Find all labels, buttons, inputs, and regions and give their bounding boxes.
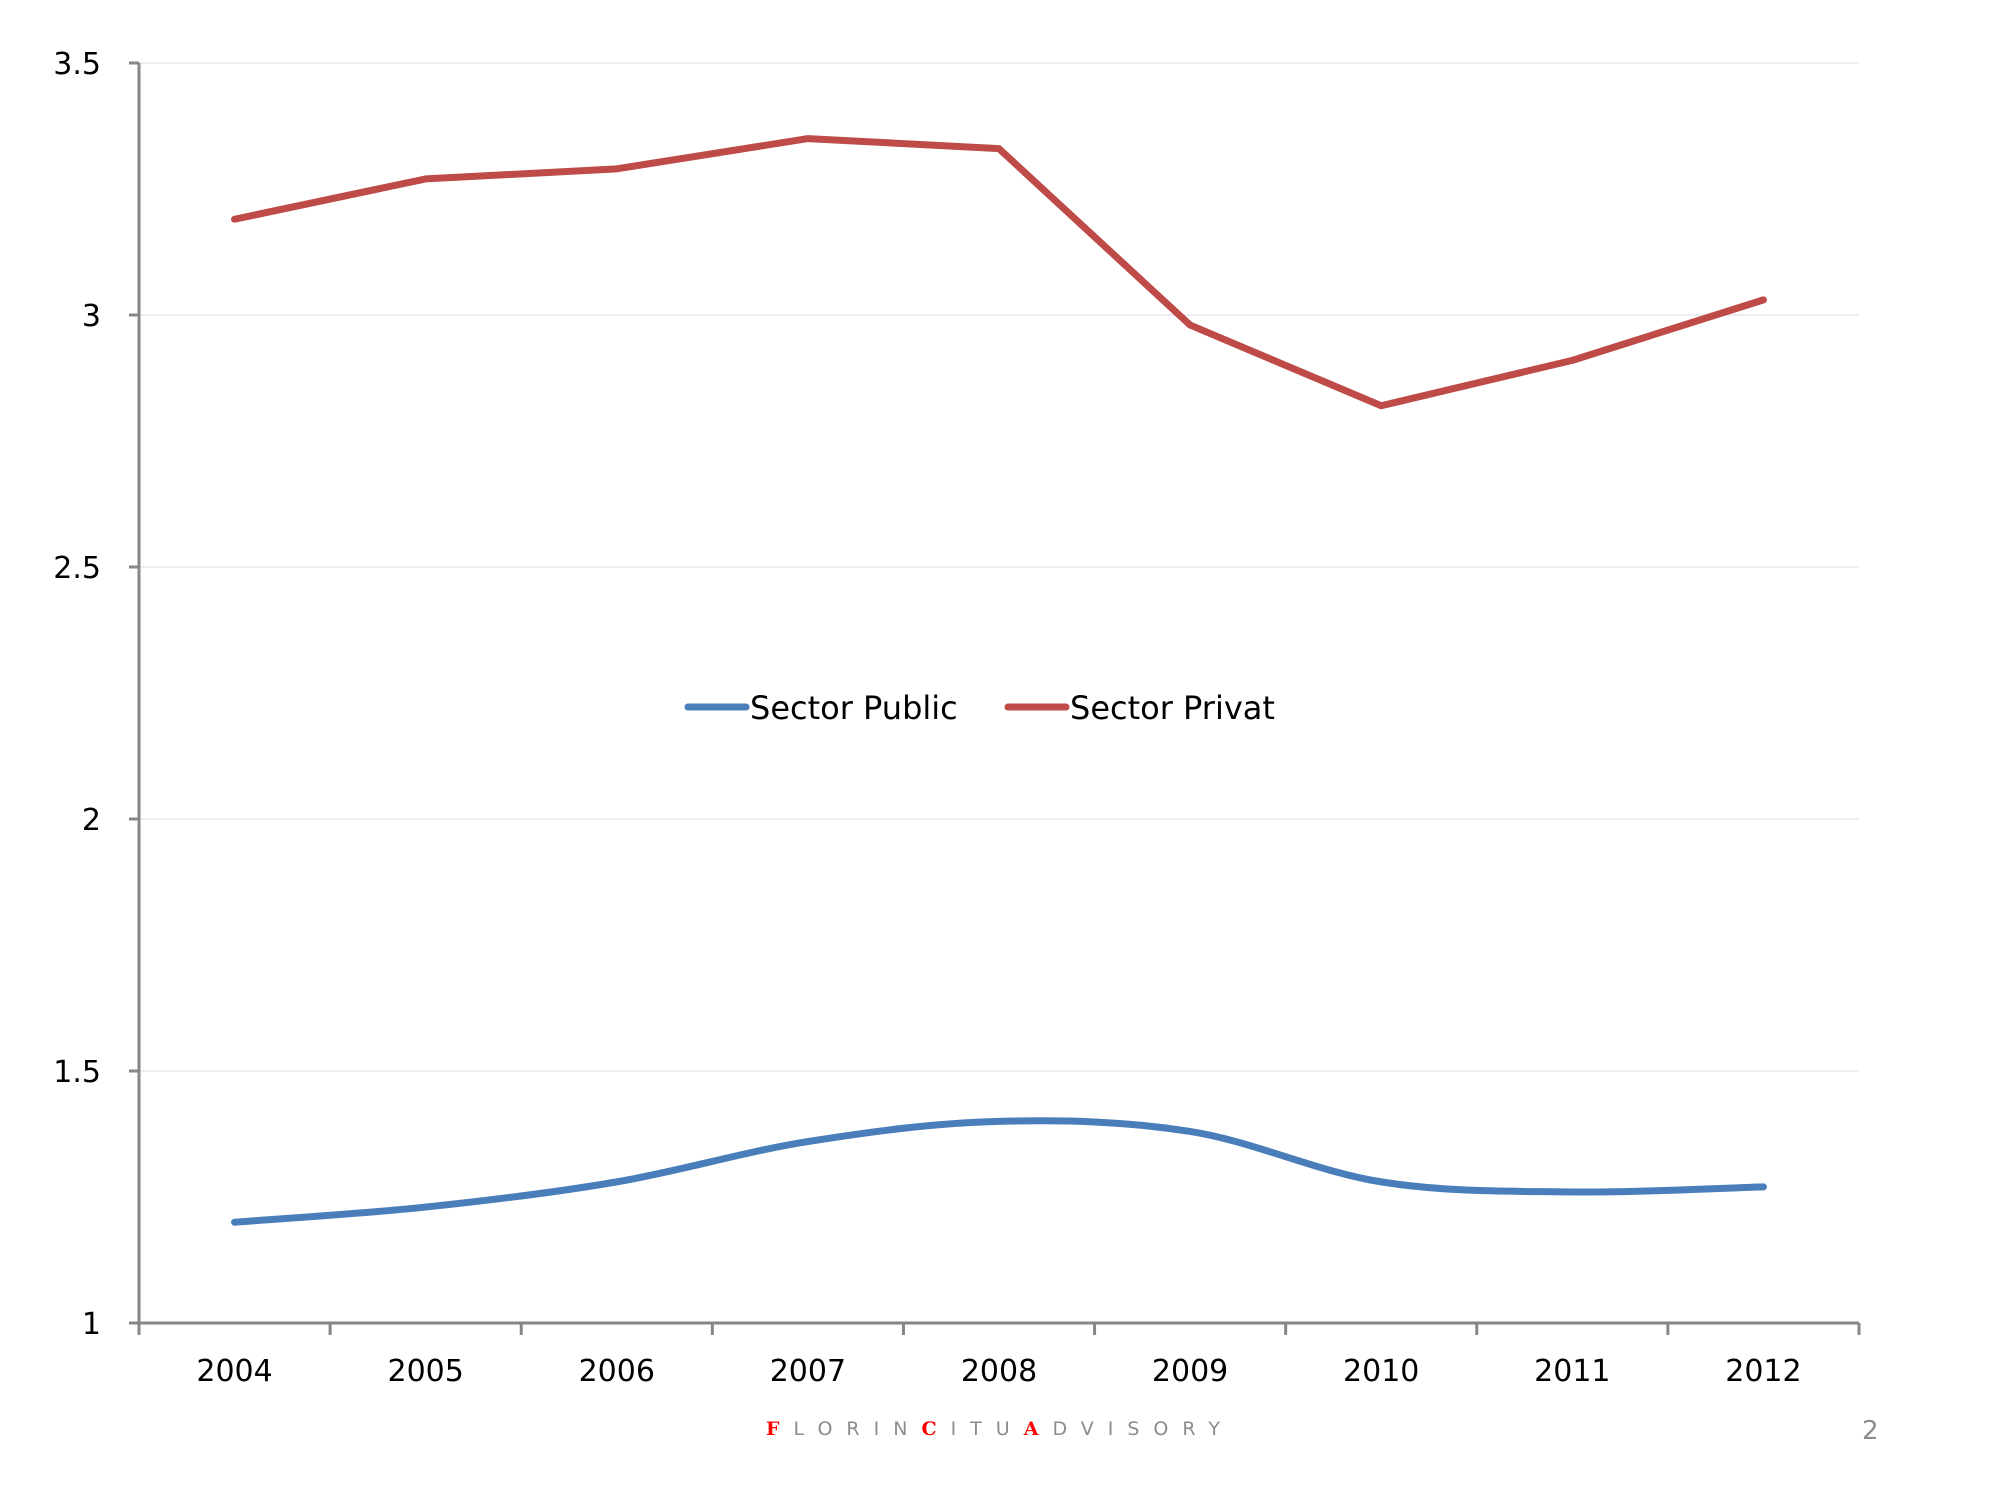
x-tick-label: 2008 [961, 1354, 1037, 1389]
y-tick-label: 3.5 [53, 47, 101, 82]
y-axis-tick-labels: 1 1.5 2 2.5 3 3.5 [53, 47, 101, 1342]
gridlines [139, 62, 1859, 1072]
y-tick-label: 1.5 [53, 1055, 101, 1090]
series-lines [231, 135, 1767, 1226]
footer-brand: FLORINCITUADVISORY [0, 1418, 2000, 1440]
series-line-sector-privat [231, 135, 1767, 410]
brand-accent-letter: C [921, 1418, 951, 1440]
brand-accent-letter: A [1023, 1418, 1053, 1440]
legend-item: Sector Public [684, 689, 958, 727]
legend-label: Sector Public [750, 689, 958, 727]
x-tick-label: 2005 [387, 1354, 463, 1389]
page-number: 2 [1862, 1416, 1879, 1446]
x-tick-label: 2006 [579, 1354, 655, 1389]
x-tick-label: 2004 [196, 1354, 272, 1389]
x-tick-label: 2007 [770, 1354, 846, 1389]
axes [129, 61, 1861, 1335]
x-tick-label: 2012 [1725, 1354, 1801, 1389]
x-axis-tick-labels: 2004 2005 2006 2007 2008 2009 2010 2011 2012 [196, 1354, 1801, 1389]
legend-item: Sector Privat [1004, 689, 1275, 727]
brand-text: LORIN [793, 1418, 922, 1440]
y-tick-label: 2.5 [53, 551, 101, 586]
x-tick-label: 2010 [1343, 1354, 1419, 1389]
brand-text: DVISORY [1052, 1418, 1234, 1440]
y-tick-label: 3 [82, 299, 101, 334]
legend-label: Sector Privat [1070, 689, 1275, 727]
y-tick-label: 2 [82, 803, 101, 838]
x-tick-label: 2009 [1152, 1354, 1228, 1389]
legend: Sector Public Sector Privat [684, 689, 1275, 727]
series-line-sector-public [231, 1117, 1767, 1226]
x-tick-label: 2011 [1534, 1354, 1610, 1389]
y-tick-label: 1 [82, 1307, 101, 1342]
brand-accent-letter: F [766, 1418, 794, 1440]
brand-text: ITU [950, 1418, 1024, 1440]
